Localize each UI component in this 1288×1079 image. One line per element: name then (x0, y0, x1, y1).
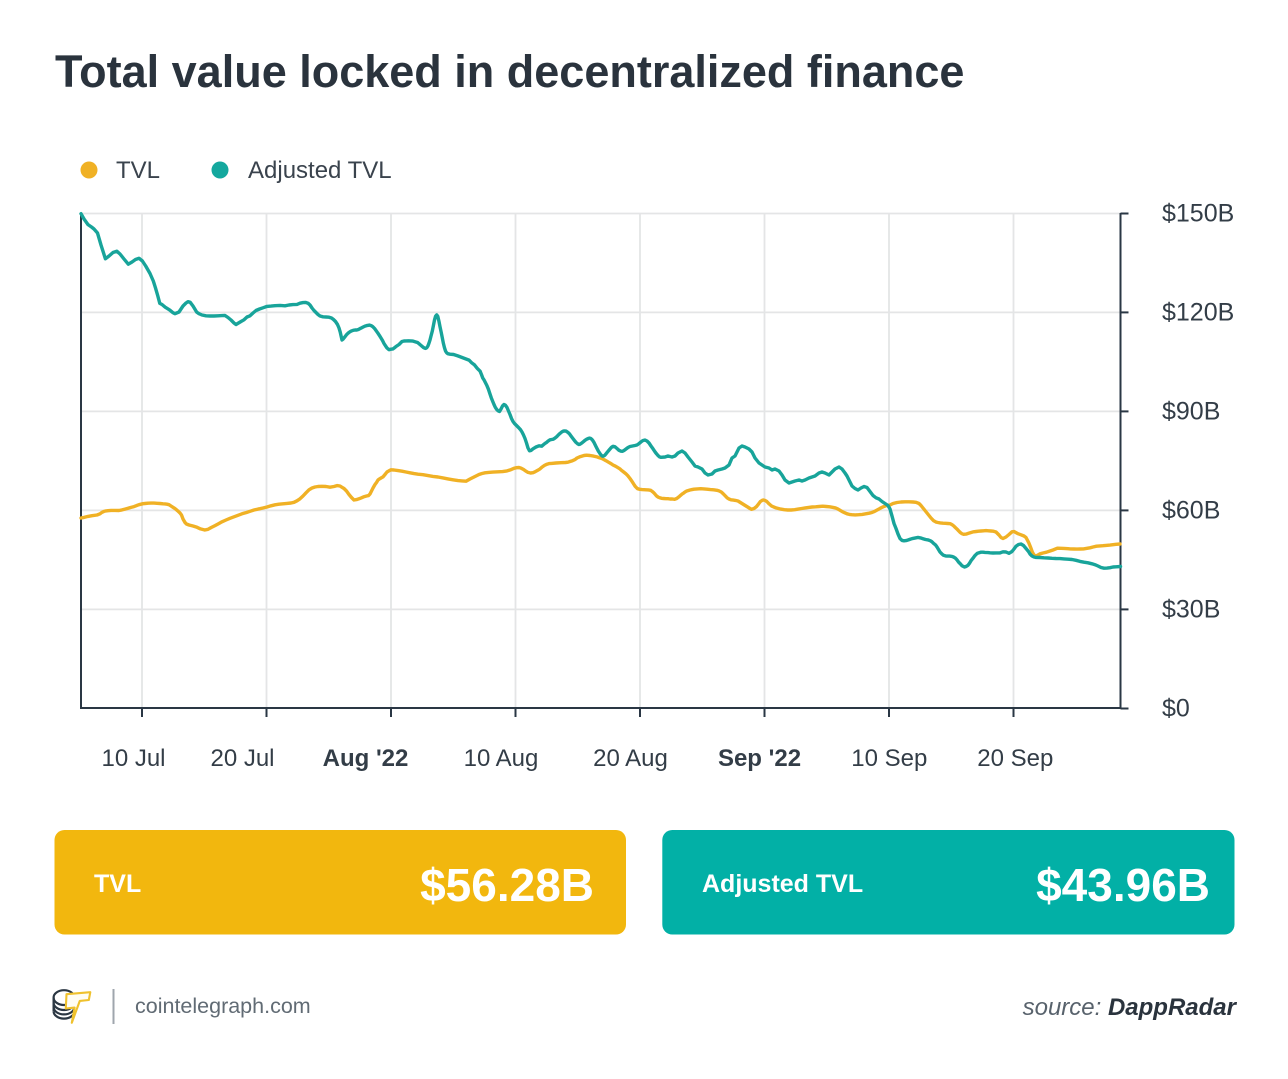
svg-text:20 Aug: 20 Aug (593, 745, 668, 772)
svg-text:Adjusted TVL: Adjusted TVL (702, 870, 863, 898)
svg-text:Aug '22: Aug '22 (323, 745, 409, 772)
svg-text:$56.28B: $56.28B (420, 859, 594, 911)
svg-text:cointelegraph.com: cointelegraph.com (135, 994, 311, 1018)
svg-text:10 Aug: 10 Aug (464, 745, 539, 772)
svg-text:TVL: TVL (116, 157, 160, 184)
svg-text:$120B: $120B (1162, 298, 1234, 326)
svg-text:$43.96B: $43.96B (1036, 859, 1210, 911)
svg-text:10 Jul: 10 Jul (101, 745, 165, 772)
svg-text:$150B: $150B (1162, 200, 1234, 228)
svg-text:20 Jul: 20 Jul (210, 745, 274, 772)
svg-text:TVL: TVL (94, 870, 141, 898)
svg-text:Total value locked in decentra: Total value locked in decentralized fina… (55, 46, 964, 97)
svg-text:$30B: $30B (1162, 595, 1220, 623)
svg-text:20 Sep: 20 Sep (977, 745, 1053, 772)
svg-text:$60B: $60B (1162, 496, 1220, 524)
svg-text:Sep '22: Sep '22 (718, 745, 801, 772)
svg-text:10 Sep: 10 Sep (851, 745, 927, 772)
svg-text:$0: $0 (1162, 695, 1190, 723)
svg-text:Adjusted TVL: Adjusted TVL (248, 157, 392, 184)
svg-text:source: DappRadar: source: DappRadar (1023, 994, 1238, 1021)
svg-text:$90B: $90B (1162, 397, 1220, 425)
